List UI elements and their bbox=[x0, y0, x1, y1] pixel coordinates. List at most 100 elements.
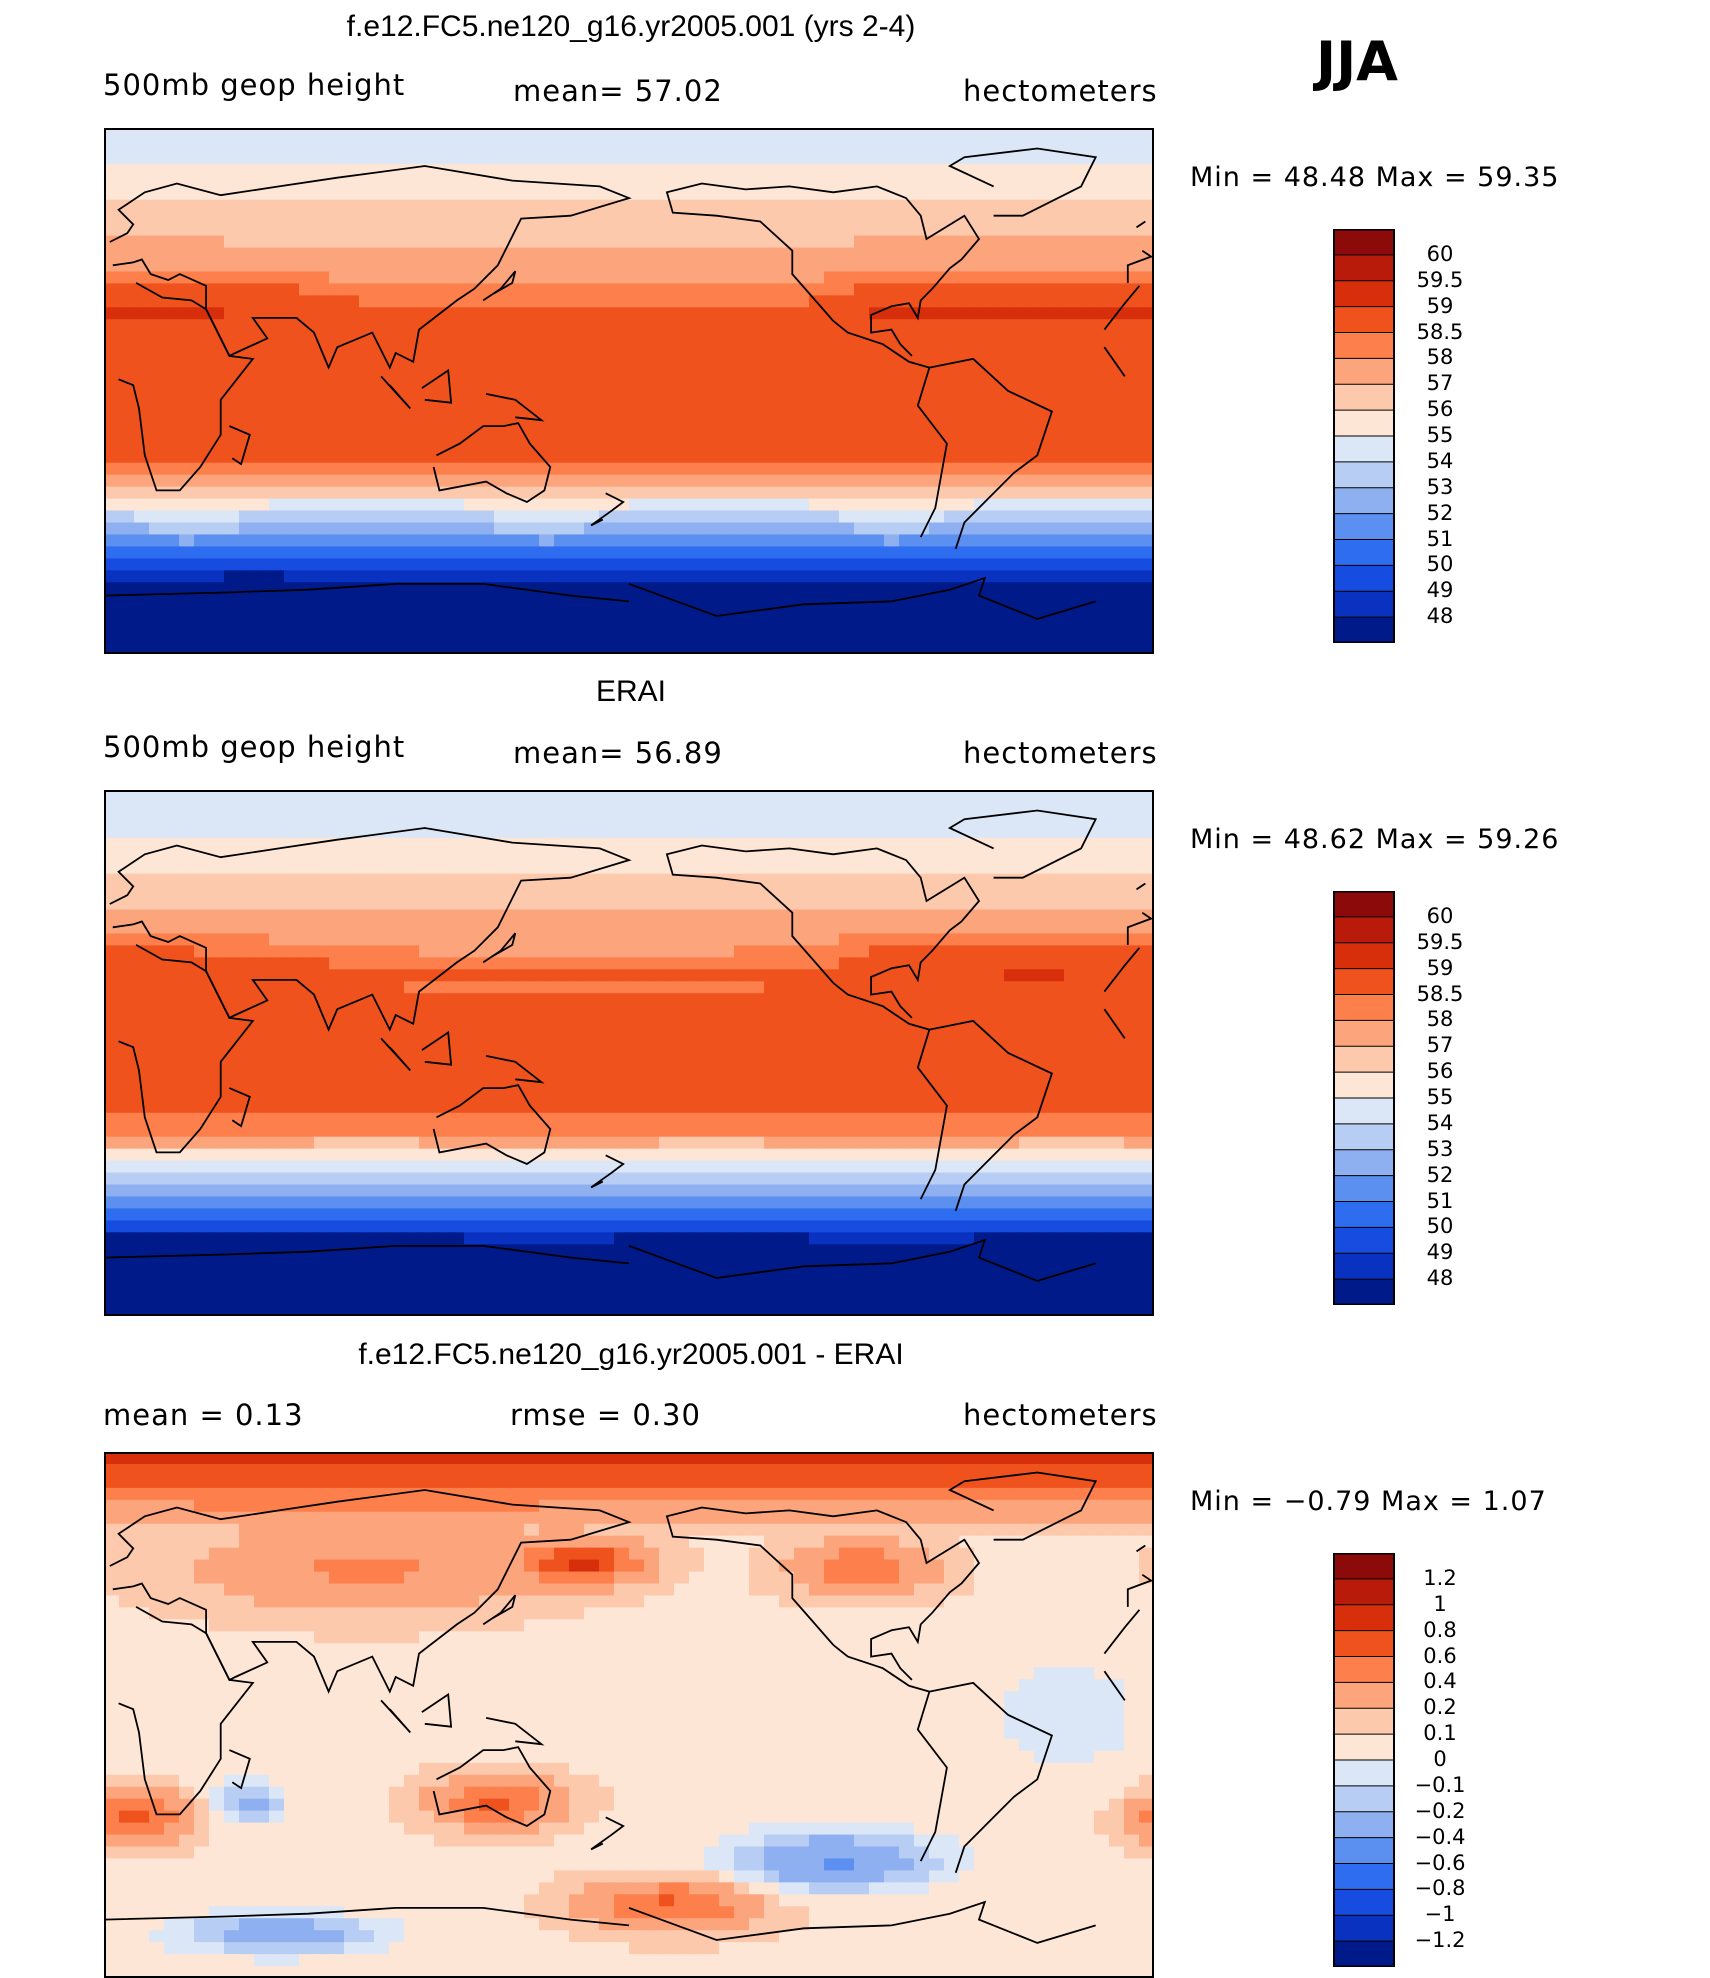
field-cell bbox=[104, 499, 120, 512]
field-cell bbox=[554, 236, 570, 249]
field-cell bbox=[779, 814, 795, 827]
field-cell bbox=[1064, 1005, 1080, 1018]
field-cell bbox=[599, 391, 615, 404]
field-cell bbox=[989, 319, 1005, 332]
field-cell bbox=[1079, 188, 1095, 201]
field-cell bbox=[134, 164, 150, 177]
field-cell bbox=[764, 367, 780, 380]
field-cell bbox=[269, 1029, 285, 1042]
field-cell bbox=[389, 814, 405, 827]
field-cell bbox=[224, 838, 240, 851]
field-cell bbox=[449, 981, 465, 994]
field-cell bbox=[404, 511, 420, 524]
field-cell bbox=[389, 140, 405, 153]
field-cell bbox=[749, 898, 765, 911]
field-cell bbox=[314, 391, 330, 404]
field-cell bbox=[1004, 271, 1020, 284]
field-cell bbox=[869, 606, 885, 619]
field-cell bbox=[1049, 331, 1065, 344]
field-cell bbox=[884, 140, 900, 153]
field-cell bbox=[149, 1053, 165, 1066]
field-cell bbox=[314, 957, 330, 970]
field-cell bbox=[629, 224, 645, 237]
field-cell bbox=[194, 570, 210, 583]
field-cell bbox=[1004, 248, 1020, 261]
field-cell bbox=[344, 933, 360, 946]
field-cell bbox=[494, 1041, 510, 1054]
field-cell bbox=[284, 379, 300, 392]
field-cell bbox=[434, 523, 450, 536]
field-cell bbox=[914, 1005, 930, 1018]
field-cell bbox=[824, 331, 840, 344]
field-cell bbox=[269, 826, 285, 839]
field-cell bbox=[749, 427, 765, 440]
field-cell bbox=[1094, 271, 1110, 284]
field-cell bbox=[764, 355, 780, 368]
field-cell bbox=[749, 993, 765, 1006]
field-cell bbox=[584, 814, 600, 827]
field-cell bbox=[314, 475, 330, 488]
field-cell bbox=[1109, 260, 1125, 273]
field-cell bbox=[674, 271, 690, 284]
field-cell bbox=[299, 523, 315, 536]
field-cell bbox=[989, 439, 1005, 452]
field-cell bbox=[269, 236, 285, 249]
field-cell bbox=[404, 1053, 420, 1066]
field-cell bbox=[449, 933, 465, 946]
field-cell bbox=[299, 379, 315, 392]
field-cell bbox=[824, 403, 840, 416]
field-cell bbox=[359, 1077, 375, 1090]
field-cell bbox=[584, 283, 600, 296]
field-cell bbox=[299, 355, 315, 368]
field-cell bbox=[254, 248, 270, 261]
field-cell bbox=[509, 283, 525, 296]
field-cell bbox=[689, 802, 705, 815]
field-cell bbox=[1109, 1041, 1125, 1054]
field-cell bbox=[629, 152, 645, 165]
field-cell bbox=[584, 570, 600, 583]
field-cell bbox=[974, 1053, 990, 1066]
field-cell bbox=[824, 212, 840, 225]
field-cell bbox=[794, 511, 810, 524]
field-cell bbox=[1139, 1041, 1154, 1054]
field-cell bbox=[854, 945, 870, 958]
field-cell bbox=[224, 1101, 240, 1114]
field-cell bbox=[869, 534, 885, 547]
field-cell bbox=[464, 319, 480, 332]
field-cell bbox=[674, 391, 690, 404]
field-cell bbox=[884, 546, 900, 559]
field-cell bbox=[794, 439, 810, 452]
field-cell bbox=[464, 499, 480, 512]
field-cell bbox=[269, 1065, 285, 1078]
field-cell bbox=[764, 802, 780, 815]
colorbar-swatch bbox=[1334, 488, 1394, 514]
field-cell bbox=[569, 260, 585, 273]
field-cell bbox=[119, 487, 135, 500]
field-cell bbox=[329, 367, 345, 380]
field-cell bbox=[314, 212, 330, 225]
field-cell bbox=[314, 307, 330, 320]
field-cell bbox=[509, 558, 525, 571]
field-cell bbox=[674, 826, 690, 839]
field-cell bbox=[239, 1053, 255, 1066]
field-cell bbox=[779, 802, 795, 815]
field-cell bbox=[869, 152, 885, 165]
field-cell bbox=[929, 910, 945, 923]
field-cell bbox=[584, 582, 600, 595]
field-cell bbox=[449, 1041, 465, 1054]
field-cell bbox=[344, 1029, 360, 1042]
field-cell bbox=[284, 1005, 300, 1018]
field-cell bbox=[284, 582, 300, 595]
field-cell bbox=[959, 343, 975, 356]
field-cell bbox=[284, 981, 300, 994]
field-cell bbox=[359, 379, 375, 392]
field-cell bbox=[1064, 499, 1080, 512]
field-cell bbox=[1109, 200, 1125, 213]
field-cell bbox=[1139, 271, 1154, 284]
field-cell bbox=[404, 200, 420, 213]
field-cell bbox=[284, 152, 300, 165]
field-cell bbox=[629, 295, 645, 308]
field-cell bbox=[1079, 319, 1095, 332]
field-cell bbox=[989, 403, 1005, 416]
field-cell bbox=[974, 331, 990, 344]
